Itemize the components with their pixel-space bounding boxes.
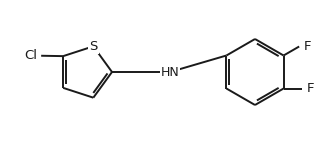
Text: HN: HN	[161, 66, 179, 78]
Text: F: F	[304, 40, 312, 53]
Text: Cl: Cl	[24, 49, 37, 62]
Text: S: S	[89, 40, 98, 53]
Text: F: F	[307, 82, 314, 95]
